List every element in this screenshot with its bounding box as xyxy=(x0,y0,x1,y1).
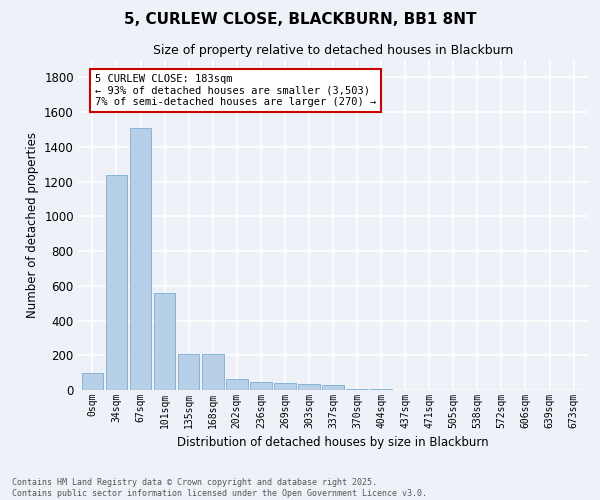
Bar xyxy=(250,382,272,390)
X-axis label: Distribution of detached houses by size in Blackburn: Distribution of detached houses by size … xyxy=(177,436,489,450)
Text: 5, CURLEW CLOSE, BLACKBURN, BB1 8NT: 5, CURLEW CLOSE, BLACKBURN, BB1 8NT xyxy=(124,12,476,28)
Text: Contains HM Land Registry data © Crown copyright and database right 2025.
Contai: Contains HM Land Registry data © Crown c… xyxy=(12,478,427,498)
Bar xyxy=(82,373,103,390)
Bar xyxy=(130,128,151,390)
Text: 5 CURLEW CLOSE: 183sqm
← 93% of detached houses are smaller (3,503)
7% of semi-d: 5 CURLEW CLOSE: 183sqm ← 93% of detached… xyxy=(95,74,376,107)
Bar xyxy=(106,174,127,390)
Bar xyxy=(178,354,199,390)
Y-axis label: Number of detached properties: Number of detached properties xyxy=(26,132,38,318)
Bar xyxy=(226,378,248,390)
Text: 5 CURLEW CLOSE: 183sqm
← 93% of detached houses are smaller (3,503)
7% of semi-d: 5 CURLEW CLOSE: 183sqm ← 93% of detached… xyxy=(0,499,1,500)
Bar xyxy=(202,354,224,390)
Bar xyxy=(298,384,320,390)
Title: Size of property relative to detached houses in Blackburn: Size of property relative to detached ho… xyxy=(153,44,513,58)
Bar xyxy=(346,388,368,390)
Bar xyxy=(274,382,296,390)
Bar xyxy=(154,292,175,390)
Bar xyxy=(322,386,344,390)
